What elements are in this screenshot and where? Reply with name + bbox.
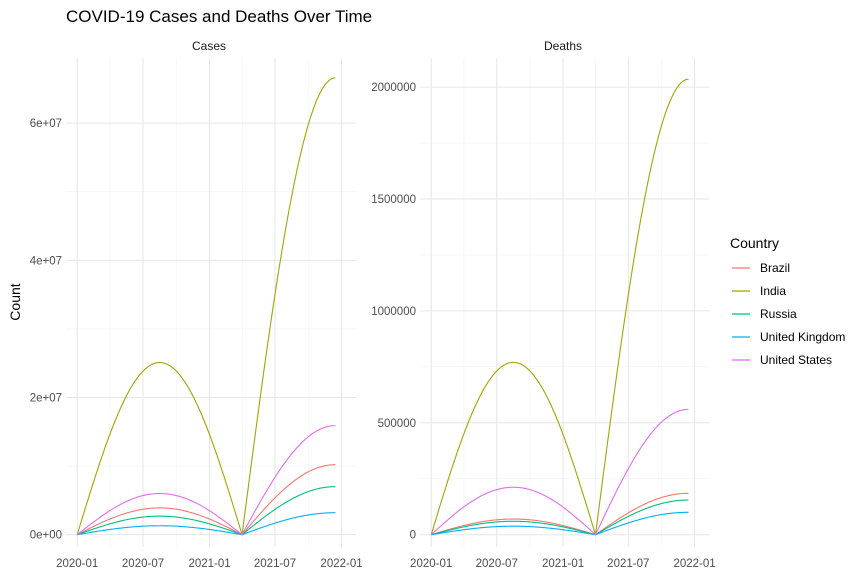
x-tick-label-cases: 2021-01 (188, 558, 230, 570)
x-ticks-deaths: 2020-01 2020-07 2021-01 2021-07 2022-01 (410, 558, 716, 570)
panel-deaths: Deaths 0 500000 1000000 1500000 2000000 2020… (371, 39, 715, 570)
strip-label-deaths: Deaths (544, 39, 582, 53)
grid-cases (66, 58, 356, 547)
y-axis-label: Count (7, 283, 23, 320)
y-tick-label-cases: 2e+07 (30, 392, 62, 404)
legend-label-brazil: Brazil (760, 261, 790, 275)
grid-deaths (420, 58, 709, 547)
strip-label-cases: Cases (192, 39, 226, 53)
legend-label-india: India (760, 284, 786, 298)
chart-title: COVID-19 Cases and Deaths Over Time (66, 7, 372, 26)
x-tick-label-deaths: 2022-01 (673, 558, 715, 570)
x-tick-label-deaths: 2020-07 (476, 558, 518, 570)
x-tick-label-cases: 2020-07 (122, 558, 164, 570)
series-line-united-kingdom-cases (77, 512, 336, 536)
series-line-brazil-cases (76, 464, 336, 536)
x-tick-label-cases: 2020-01 (56, 558, 98, 570)
y-ticks-deaths: 0 500000 1000000 1500000 2000000 (371, 82, 416, 542)
series-line-united-kingdom-deaths (431, 511, 689, 536)
series-line-india-deaths (430, 78, 689, 535)
x-tick-label-deaths: 2021-07 (607, 558, 649, 570)
x-tick-label-cases: 2022-01 (320, 558, 362, 570)
legend-items: Brazil India Russia United Kingdom United St… (732, 261, 845, 367)
legend-label-united-states: United States (760, 353, 832, 367)
y-ticks-cases: 0e+00 2e+07 4e+07 6e+07 (30, 118, 62, 542)
series-cases (76, 77, 336, 536)
series-deaths (430, 78, 689, 536)
series-line-united-states-deaths (430, 408, 689, 536)
y-tick-label-deaths: 500000 (378, 418, 416, 430)
y-tick-label-deaths: 2000000 (371, 82, 416, 94)
x-tick-label-deaths: 2020-01 (410, 558, 452, 570)
y-tick-label-deaths: 1000000 (371, 306, 416, 318)
x-tick-label-cases: 2021-07 (254, 558, 296, 570)
legend-label-russia: Russia (760, 307, 797, 321)
series-line-russia-cases (77, 486, 336, 536)
y-tick-label-cases: 6e+07 (30, 118, 62, 130)
y-tick-label-cases: 0e+00 (30, 530, 62, 542)
y-tick-label-deaths: 0 (410, 530, 416, 542)
y-tick-label-cases: 4e+07 (30, 255, 62, 267)
y-tick-label-deaths: 1500000 (371, 194, 416, 206)
legend: Country Brazil India Russia United Kingdom U… (730, 235, 845, 367)
x-ticks-cases: 2020-01 2020-07 2021-01 2021-07 2022-01 (56, 558, 363, 570)
x-tick-label-deaths: 2021-01 (542, 558, 584, 570)
legend-title: Country (730, 235, 779, 251)
series-line-united-states-cases (76, 425, 336, 536)
legend-label-united-kingdom: United Kingdom (760, 330, 845, 344)
